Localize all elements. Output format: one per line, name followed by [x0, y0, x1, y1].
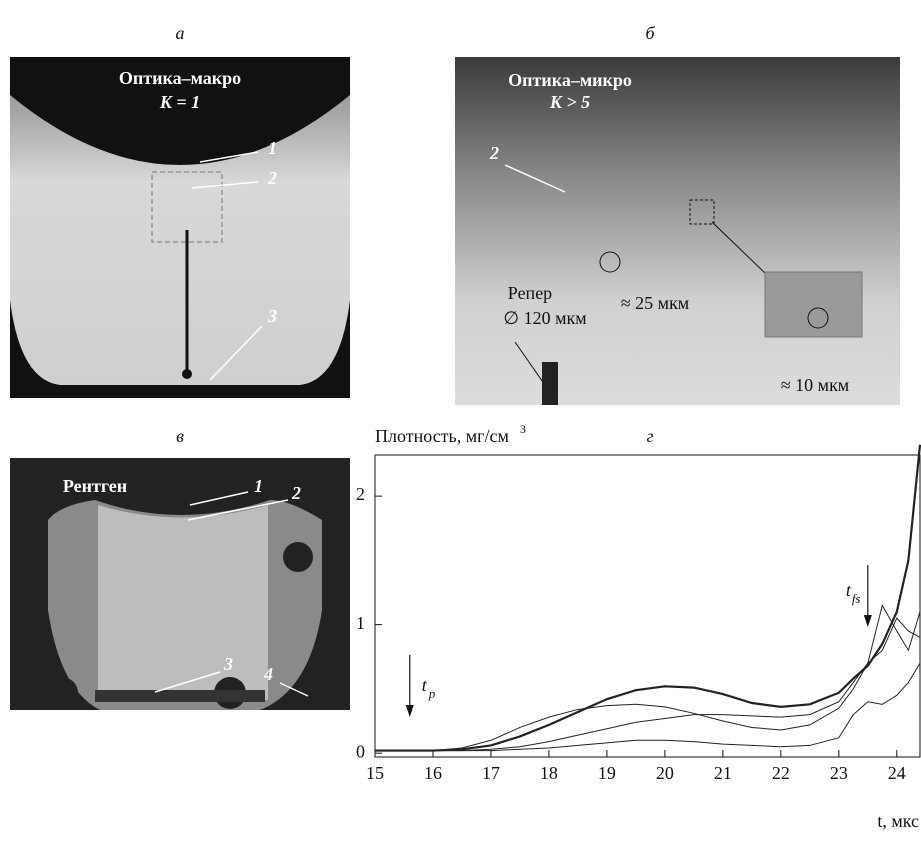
frame: [375, 455, 920, 757]
panel-label: а: [176, 23, 185, 43]
caption: K = 1: [159, 92, 200, 112]
annotation-sub: fs: [852, 591, 861, 606]
caption: Оптика–макро: [119, 68, 241, 88]
series-line: [375, 605, 920, 750]
x-tick-label: 18: [540, 763, 558, 783]
caption: Оптика–микро: [508, 70, 632, 90]
x-tick-label: 19: [598, 763, 616, 783]
series-line: [375, 445, 920, 751]
x-tick-label: 20: [656, 763, 674, 783]
note: Репер: [508, 283, 552, 303]
x-tick-label: 22: [772, 763, 790, 783]
marker: 2: [267, 168, 277, 188]
caption: K > 5: [549, 92, 590, 112]
marker: 2: [291, 483, 301, 503]
x-tick-label: 21: [714, 763, 732, 783]
note: ∅ 120 мкм: [503, 308, 586, 328]
annotation-sub: p: [428, 686, 436, 701]
y-tick-label: 1: [356, 613, 365, 633]
marker: 1: [254, 476, 263, 496]
marker: 2: [489, 143, 499, 163]
x-tick-label: 17: [482, 763, 500, 783]
ball: [46, 677, 78, 709]
note: ≈ 25 мкм: [621, 293, 689, 313]
panel-label: б: [645, 23, 655, 43]
arrow-head: [406, 705, 414, 717]
figure: а Оптика–макро K = 1 1 2 3 б Оптика–микр…: [0, 0, 921, 850]
x-label: t, мкс: [877, 811, 919, 831]
marker: 3: [223, 654, 233, 674]
arrow-head: [864, 615, 872, 627]
y-label-sup: 3: [520, 422, 526, 436]
panel-label: г: [646, 426, 653, 446]
stem-tip: [182, 369, 192, 379]
marker: 4: [263, 664, 273, 684]
annotation: t: [422, 675, 428, 695]
panel-label: в: [176, 426, 184, 446]
y-tick-label: 0: [356, 741, 365, 761]
y-tick-label: 2: [356, 484, 365, 504]
base: [95, 690, 265, 702]
ball: [283, 542, 313, 572]
image-b: [455, 57, 900, 405]
x-tick-label: 15: [366, 763, 384, 783]
note: ≈ 10 мкм: [781, 375, 849, 395]
x-tick-label: 16: [424, 763, 442, 783]
y-label: Плотность, мг/см: [375, 426, 509, 446]
caption: Рентген: [63, 476, 127, 496]
series-line: [375, 618, 920, 750]
series-line: [375, 663, 920, 750]
marker: 1: [268, 138, 277, 158]
x-tick-label: 23: [830, 763, 848, 783]
sample: [98, 505, 268, 700]
marker: 3: [267, 306, 277, 326]
x-tick-label: 24: [888, 763, 906, 783]
reference: [542, 362, 558, 405]
